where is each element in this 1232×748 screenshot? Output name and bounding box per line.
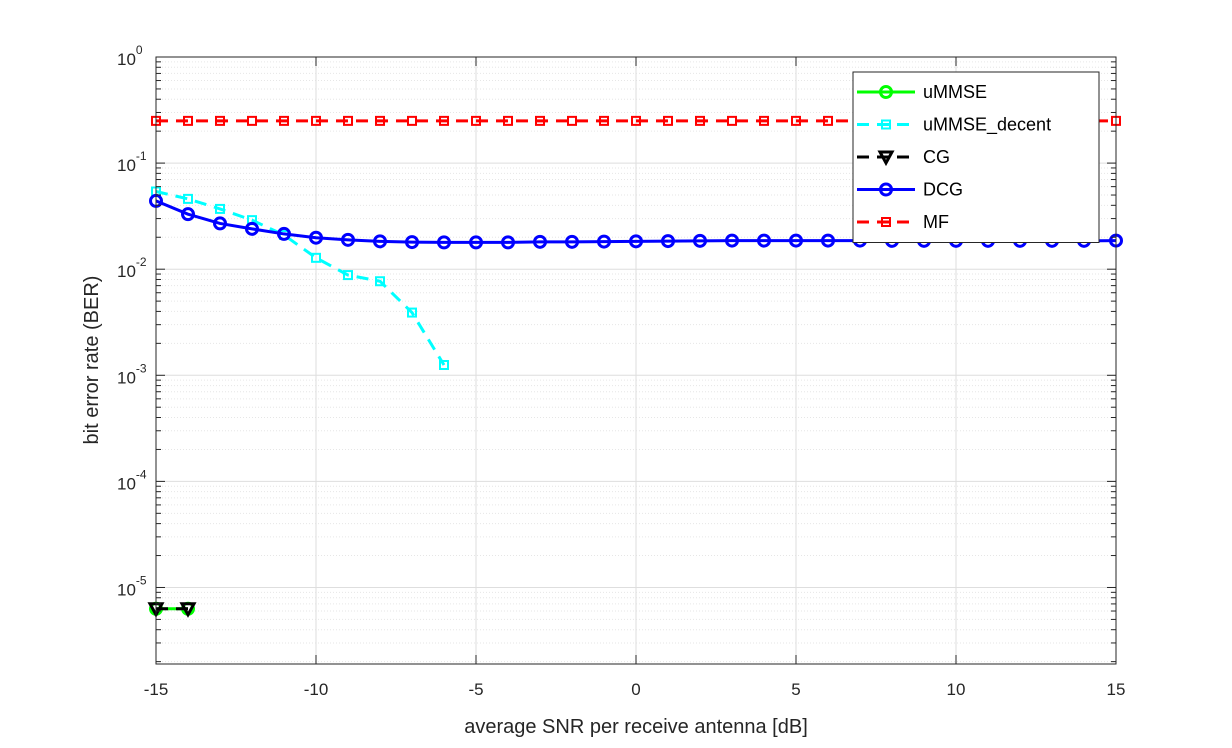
data-point-dcg	[661, 234, 675, 249]
x-tick-label: 15	[1107, 680, 1126, 699]
data-point-dcg	[181, 207, 195, 222]
data-point-ummse-decent	[439, 360, 449, 371]
data-point-mf	[503, 115, 513, 126]
data-point-dcg	[373, 234, 387, 249]
legend-label-dcg: DCG	[923, 180, 963, 200]
data-point-dcg	[629, 234, 643, 249]
data-point-mf	[407, 115, 417, 126]
data-point-dcg	[341, 232, 355, 247]
legend-label-ummse: uMMSE	[923, 82, 987, 102]
data-point-ummse-decent	[183, 193, 193, 204]
x-axis-label: average SNR per receive antenna [dB]	[464, 716, 808, 738]
data-point-ummse-decent	[215, 203, 225, 214]
x-tick-label: 5	[791, 680, 800, 699]
x-tick-label: 10	[947, 680, 966, 699]
data-point-mf	[215, 115, 225, 126]
data-point-cg	[179, 602, 197, 618]
data-point-mf	[727, 115, 737, 126]
x-tick-labels: -15 -10 -5 0 5 10 15	[144, 680, 1126, 699]
series-line-ummse-decent	[155, 190, 446, 366]
axis-ticks	[155, 56, 1117, 664]
legend-marker-cg	[877, 150, 895, 167]
legend-marker-ummse	[879, 85, 893, 99]
legend-item-ummse-decent: uMMSE_decent	[857, 115, 1051, 136]
legend: uMMSE uMMSE_decent CG DCG MF	[852, 71, 1100, 243]
data-point-dcg	[789, 233, 803, 248]
legend-item-ummse: uMMSE	[857, 82, 987, 102]
legend-marker-dcg	[879, 182, 893, 197]
data-point-dcg	[277, 226, 291, 241]
data-point-mf	[471, 115, 481, 126]
legend-label-mf: MF	[923, 212, 949, 232]
data-point-dcg	[501, 235, 515, 250]
data-point-dcg	[821, 233, 835, 248]
y-axis-label: bit error rate (BER)	[81, 276, 103, 445]
x-tick-label: -5	[468, 680, 483, 699]
data-point-dcg	[437, 235, 451, 250]
x-tick-label: -15	[144, 680, 169, 699]
legend-marker-mf	[881, 217, 891, 227]
data-point-ummse-decent	[343, 270, 353, 281]
data-point-mf	[759, 115, 769, 126]
data-point-mf	[279, 115, 289, 126]
data-point-ummse-decent	[375, 276, 385, 287]
data-point-dcg	[597, 234, 611, 249]
data-point-mf	[823, 115, 833, 126]
data-point-ummse-decent	[407, 307, 417, 318]
data-point-mf	[631, 115, 641, 126]
data-point-dcg	[565, 234, 579, 249]
data-point-dcg	[469, 235, 483, 250]
legend-box	[852, 71, 1100, 243]
data-point-mf	[311, 115, 321, 126]
data-point-mf	[375, 115, 385, 126]
data-point-dcg	[245, 221, 259, 236]
data-point-mf	[791, 115, 801, 126]
data-point-mf	[439, 115, 449, 126]
data-point-mf	[599, 115, 609, 126]
legend-item-cg: CG	[857, 147, 950, 167]
data-point-dcg	[405, 235, 419, 250]
data-point-mf	[247, 115, 257, 126]
data-point-mf	[663, 115, 673, 126]
data-point-mf	[695, 115, 705, 126]
data-point-mf	[567, 115, 577, 126]
legend-marker-ummse-decent	[881, 119, 891, 130]
legend-item-mf: MF	[857, 212, 949, 232]
legend-label-ummse-decent: uMMSE_decent	[923, 115, 1051, 136]
data-point-dcg	[693, 233, 707, 248]
data-point-dcg	[213, 216, 227, 231]
data-point-mf	[183, 115, 193, 126]
data-point-ummse-decent	[311, 252, 321, 263]
legend-item-dcg: DCG	[857, 180, 963, 200]
data-point-dcg	[725, 233, 739, 248]
x-tick-label: 0	[631, 680, 640, 699]
data-point-mf	[343, 115, 353, 126]
legend-label-cg: CG	[923, 147, 950, 167]
data-point-dcg	[757, 233, 771, 248]
data-point-mf	[535, 115, 545, 126]
x-tick-label: -10	[304, 680, 329, 699]
data-point-dcg	[309, 230, 323, 245]
data-point-dcg	[533, 234, 547, 249]
